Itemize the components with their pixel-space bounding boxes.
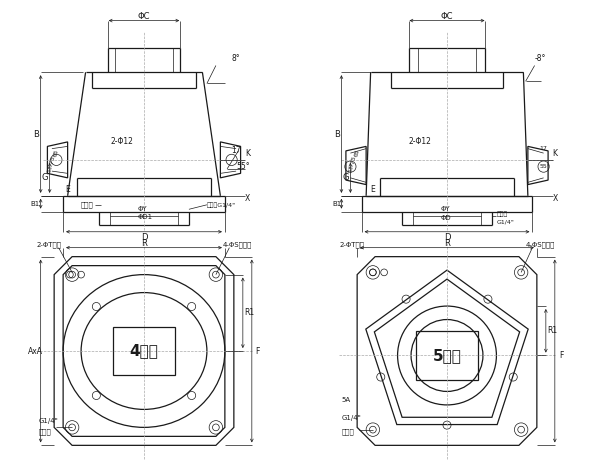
Text: 8°: 8° [232,54,240,63]
Text: X: X [553,194,558,203]
Text: 2-Φ12: 2-Φ12 [110,138,133,146]
Text: 17: 17 [232,146,241,155]
Text: R: R [444,239,450,248]
Text: R: R [141,239,147,248]
Text: ΦC: ΦC [441,12,453,21]
Text: 65: 65 [354,149,361,158]
Text: 4-ΦS螺钉孔: 4-ΦS螺钉孔 [526,241,555,248]
Text: E: E [65,184,70,194]
Text: D: D [444,233,450,242]
Text: 65: 65 [53,149,60,158]
Text: 进水孔: 进水孔 [496,211,508,217]
Text: 进水孔G1/4": 进水孔G1/4" [207,202,236,208]
Text: 进水孔: 进水孔 [341,429,354,435]
Text: 53.75: 53.75 [348,155,358,174]
Text: B: B [33,130,39,139]
Text: ΦD1: ΦD1 [137,214,152,220]
Text: X: X [245,194,250,203]
Text: AxA: AxA [28,346,43,356]
Text: 4工位: 4工位 [130,344,158,358]
Text: 5工位: 5工位 [433,348,461,363]
Text: 2-Φ12: 2-Φ12 [409,138,431,146]
Text: -8°: -8° [535,54,546,63]
Text: ΦD: ΦD [440,215,451,221]
Text: 55°: 55° [539,164,550,169]
Text: G: G [343,173,349,183]
Text: B1: B1 [31,201,40,207]
Text: ΦY: ΦY [440,206,450,212]
Text: ΦC: ΦC [138,12,150,21]
Text: R1: R1 [245,308,254,317]
Text: ΦY: ΦY [137,206,147,212]
Text: G1/4": G1/4" [496,219,514,224]
Text: 55°: 55° [236,162,250,171]
Text: R1: R1 [548,326,557,335]
Text: G: G [42,173,49,183]
Text: 接线口: 接线口 [81,202,94,208]
Text: B1: B1 [332,201,341,207]
Text: E: E [371,184,376,194]
Text: G1/4": G1/4" [341,416,361,421]
Text: D: D [141,233,147,242]
Text: G1/4": G1/4" [38,417,58,424]
Text: 4-ΦS螺钉孔: 4-ΦS螺钉孔 [223,241,252,248]
Text: 2-ΦT销孔: 2-ΦT销孔 [36,241,61,248]
Text: 53.75: 53.75 [47,155,56,174]
Text: F: F [255,346,260,356]
Text: F: F [559,351,564,360]
Text: K: K [553,149,557,158]
Text: K: K [245,149,250,158]
Text: B: B [334,130,340,139]
Text: 17: 17 [539,146,547,151]
Text: 2-ΦT销孔: 2-ΦT销孔 [339,241,364,248]
Text: 5A: 5A [341,397,350,403]
Text: 出水孔: 出水孔 [38,429,51,435]
